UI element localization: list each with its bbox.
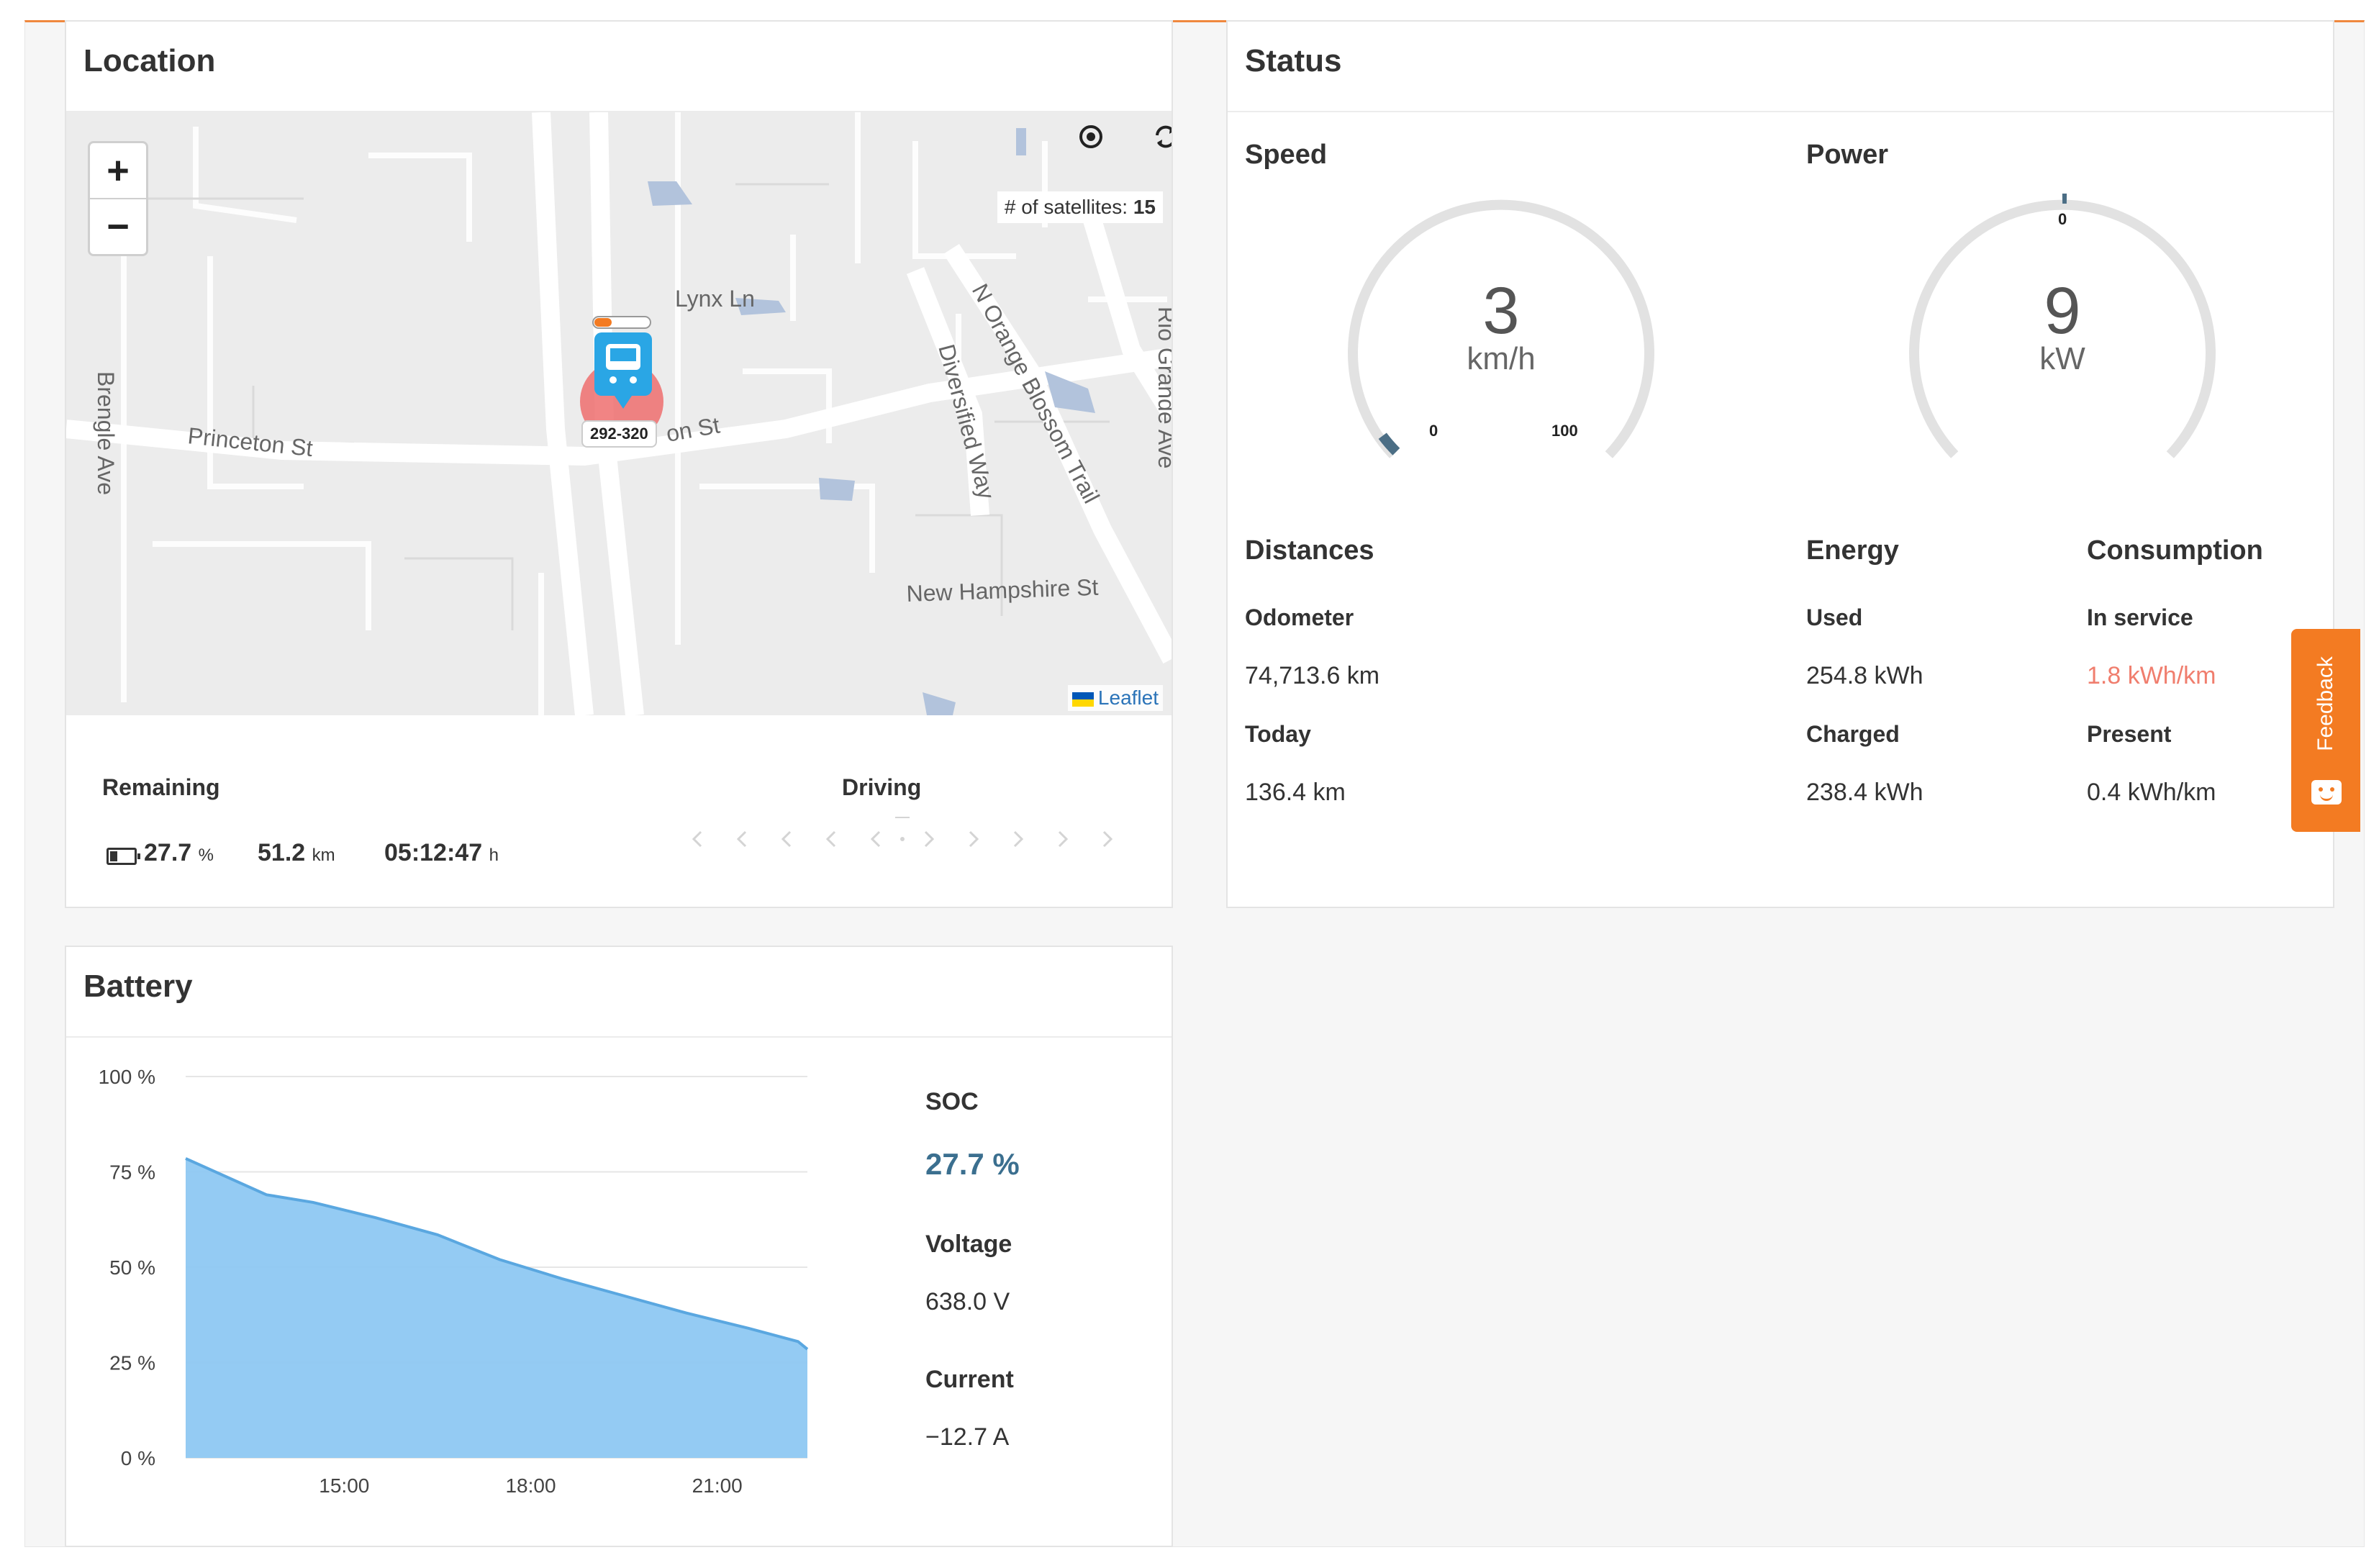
street-label-brengle: Brengle Ave <box>93 371 119 495</box>
soc-chart: 0 % 25 % 50 % 75 % 100 % 15:00 18:00 21:00 <box>99 1066 809 1497</box>
map[interactable]: Lynx Ln Princeton St on St Brengle Ave D… <box>66 112 1172 715</box>
driving-indicator <box>692 817 1113 848</box>
power-unit: kW <box>2039 341 2085 376</box>
odometer-label: Odometer <box>1245 604 1354 630</box>
x-tick-label: 21:00 <box>692 1474 743 1497</box>
feedback-face-icon <box>2311 780 2342 805</box>
zoom-in-button[interactable]: + <box>107 149 130 192</box>
speed-max-tick: 100 <box>1551 422 1578 440</box>
flag-icon <box>1071 692 1094 707</box>
today-label: Today <box>1245 721 1311 747</box>
voltage-value: 638.0 V <box>925 1288 1010 1315</box>
today-value: 136.4 km <box>1245 779 1346 806</box>
remaining-range-unit: km <box>312 846 335 865</box>
street-label-lynx: Lynx Ln <box>675 286 755 312</box>
speed-gauge <box>1348 199 1654 458</box>
speed-min-tick: 0 <box>1429 422 1438 440</box>
remaining-range-value: 51.2 <box>258 839 306 866</box>
speed-unit: km/h <box>1467 341 1536 376</box>
soc-area <box>186 1158 807 1458</box>
current-value: −12.7 A <box>925 1423 1010 1451</box>
battery-icon <box>107 848 140 865</box>
odometer-value: 74,713.6 km <box>1245 662 1380 689</box>
satellite-count: # of satellites: 15 <box>997 191 1163 223</box>
remaining-label: Remaining <box>102 774 220 800</box>
power-label: Power <box>1806 140 1889 170</box>
charged-value: 238.4 kWh <box>1806 779 1923 806</box>
y-tick-label: 75 % <box>109 1161 155 1184</box>
remaining-time-value: 05:12:47 <box>384 839 483 866</box>
used-label: Used <box>1806 604 1863 630</box>
remaining-battery-value: 27.7 <box>144 839 192 866</box>
speed-value: 3 <box>1482 274 1520 348</box>
power-value: 9 <box>2044 274 2081 348</box>
remaining-battery-unit: % <box>198 846 214 865</box>
used-value: 254.8 kWh <box>1806 662 1923 689</box>
power-gauge <box>1909 193 2216 458</box>
battery-title: Battery <box>83 969 193 1004</box>
present-label: Present <box>2087 721 2172 747</box>
leaflet-link[interactable]: Leaflet <box>1097 686 1159 709</box>
status-panel: Status Speed Power 3 km/h 0 100 9 kW 0 D… <box>1226 20 2334 908</box>
power-zero-tick: 0 <box>2058 210 2067 228</box>
divider <box>66 111 1172 112</box>
map-attribution[interactable]: Leaflet <box>1067 685 1163 711</box>
remaining-time-unit: h <box>489 846 499 865</box>
satellites-label: # of satellites: <box>1004 196 1128 218</box>
y-tick-label: 100 % <box>99 1066 155 1088</box>
energy-title: Energy <box>1806 535 1899 566</box>
zoom-control: + − <box>88 141 148 256</box>
y-tick-label: 0 % <box>121 1447 155 1469</box>
satellites-value: 15 <box>1133 196 1156 218</box>
battery-panel: Battery 0 % 25 % 50 % 75 % 100 % 15:00 18:00 21… <box>65 946 1173 1547</box>
zoom-out-button[interactable]: − <box>107 205 130 248</box>
speed-label: Speed <box>1245 140 1328 170</box>
x-tick-label: 15:00 <box>319 1474 369 1497</box>
soc-value: 27.7 % <box>925 1147 1020 1181</box>
feedback-tab[interactable]: Feedback <box>2291 629 2360 832</box>
y-tick-label: 50 % <box>109 1256 155 1279</box>
feedback-label: Feedback <box>2314 656 2337 751</box>
consumption-title: Consumption <box>2087 535 2263 566</box>
charged-label: Charged <box>1806 721 1900 747</box>
vehicle-id-label[interactable]: 292-320 <box>581 420 657 448</box>
voltage-label: Voltage <box>925 1231 1012 1258</box>
divider <box>66 1036 1172 1038</box>
street-label-rio-grande: Rio Grande Ave <box>1154 307 1172 468</box>
distances-title: Distances <box>1245 535 1374 566</box>
in-service-label: In service <box>2087 604 2193 630</box>
soc-line <box>185 1157 809 1351</box>
driving-label: Driving <box>842 774 922 800</box>
remaining-time: 05:12:47 h <box>384 839 499 867</box>
present-value: 0.4 kWh/km <box>2087 779 2216 806</box>
divider <box>1228 111 2333 112</box>
status-title: Status <box>1245 43 1342 78</box>
y-tick-label: 25 % <box>109 1352 155 1374</box>
current-label: Current <box>925 1366 1014 1393</box>
zoom-separator <box>90 198 146 199</box>
location-title: Location <box>83 43 216 78</box>
remaining-battery: 27.7 % <box>144 839 214 867</box>
soc-label: SOC <box>925 1088 979 1115</box>
location-panel: Location <box>65 20 1173 908</box>
in-service-value: 1.8 kWh/km <box>2087 662 2216 689</box>
x-tick-label: 18:00 <box>505 1474 556 1497</box>
remaining-range: 51.2 km <box>258 839 335 867</box>
